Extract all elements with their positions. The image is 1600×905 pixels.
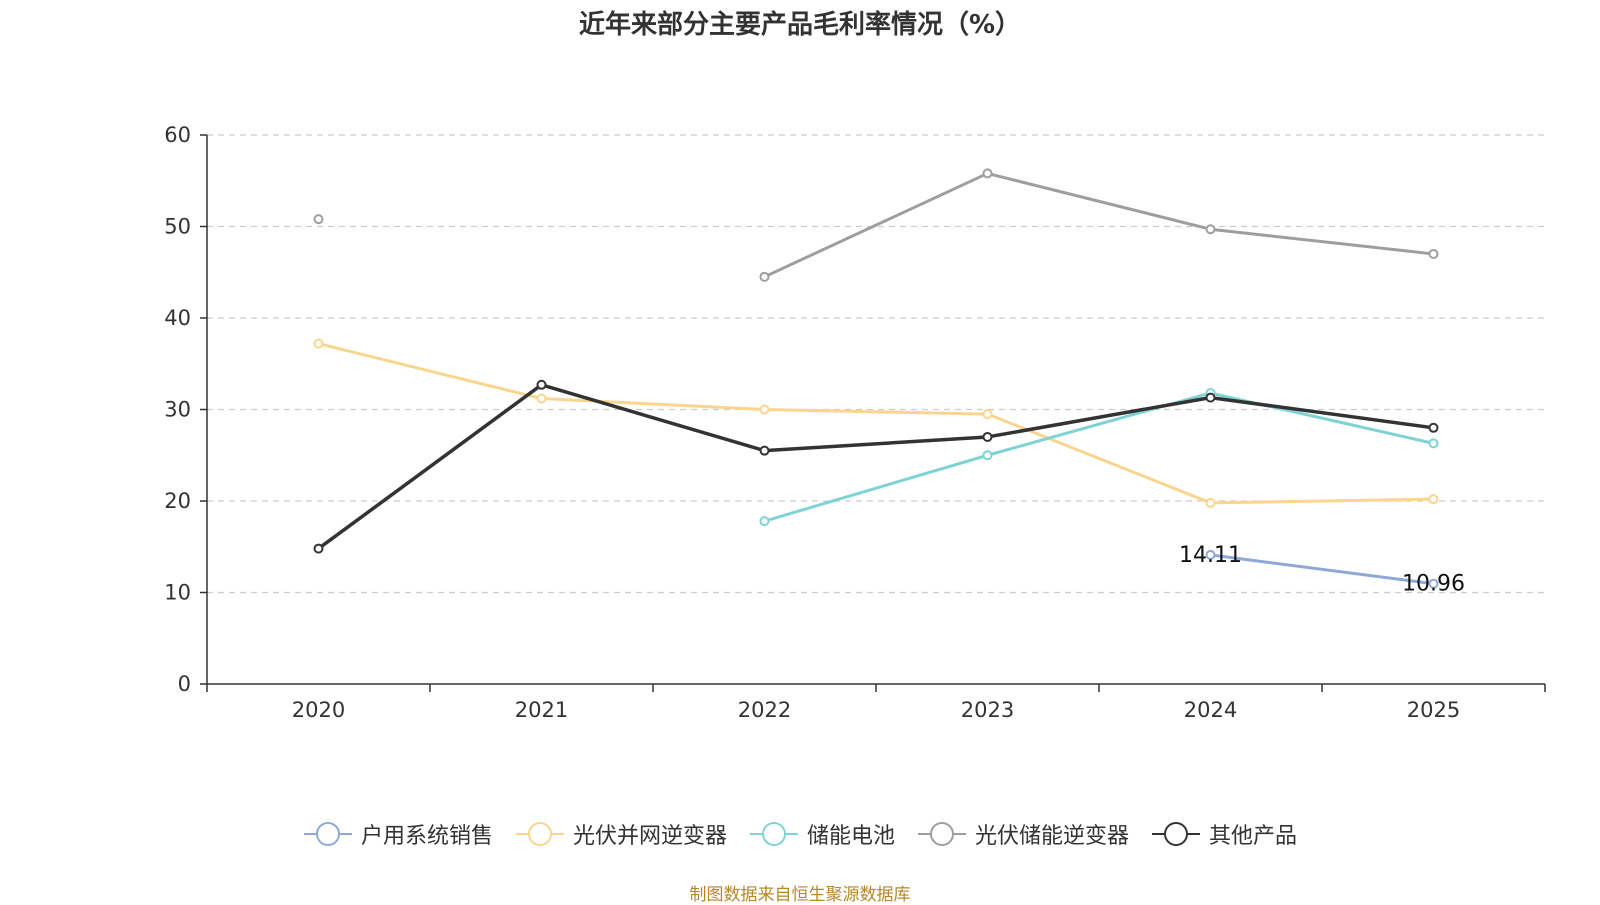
data-point <box>1205 549 1216 560</box>
y-tick-label: 40 <box>164 306 191 330</box>
data-point <box>759 516 770 527</box>
legend-label: 其他产品 <box>1209 824 1298 849</box>
legend-marker-icon <box>749 822 798 846</box>
data-point <box>1205 224 1216 235</box>
legend-marker-icon <box>918 822 966 846</box>
series-line-segment <box>316 383 544 551</box>
series-line-segment <box>985 395 1213 439</box>
data-point <box>982 409 993 420</box>
data-point <box>1428 438 1439 449</box>
y-tick-label: 60 <box>164 123 191 147</box>
legend-label: 光伏并网逆变器 <box>572 824 727 849</box>
series-line-segment <box>762 435 990 453</box>
data-point <box>1205 392 1216 403</box>
series-line-segment <box>1209 497 1435 505</box>
x-tick-label: 2022 <box>738 698 791 722</box>
data-labels: 14.11 10.96 <box>1179 543 1465 597</box>
data-point <box>759 271 770 282</box>
y-tick-label: 20 <box>164 489 191 513</box>
x-tick-label: 2024 <box>1184 698 1237 722</box>
legend-marker-icon <box>303 822 352 846</box>
series-line-segment <box>317 342 543 401</box>
series-line-segment <box>1209 553 1435 586</box>
data-point <box>1428 494 1439 505</box>
legend-item[interactable]: 储能电池 <box>749 818 895 850</box>
axes: 0 10 20 30 40 50 60 2020 2021 2022 2023 2024 2025 <box>164 123 1546 722</box>
series-line-segment <box>540 397 766 411</box>
series-光伏储能逆变器 <box>313 168 1439 282</box>
series-line-segment <box>986 171 1212 231</box>
x-tick-label: 2025 <box>1407 698 1460 722</box>
legend-circle <box>315 822 340 846</box>
data-point <box>982 168 993 179</box>
series-lines <box>313 168 1439 589</box>
data-point <box>313 338 324 349</box>
data-point <box>759 404 770 415</box>
series-户用系统销售 <box>1205 549 1439 589</box>
legend-label: 光伏储能逆变器 <box>975 824 1130 849</box>
legend-marker-icon <box>1152 822 1201 846</box>
data-point <box>982 450 993 461</box>
data-label: 10.96 <box>1402 572 1465 597</box>
data-point <box>1428 248 1439 259</box>
legend-label: 户用系统销售 <box>360 824 493 849</box>
series-line-segment <box>1209 227 1435 256</box>
legend-item[interactable]: 其他产品 <box>1151 818 1297 850</box>
data-point <box>982 431 993 442</box>
legend-item[interactable]: 光伏并网逆变器 <box>515 818 727 850</box>
series-line-segment <box>986 412 1212 505</box>
x-tick-label: 2020 <box>292 698 345 722</box>
legend-circle <box>1164 822 1189 846</box>
legend-item[interactable]: 光伏储能逆变器 <box>917 818 1129 850</box>
data-point <box>536 393 547 404</box>
grid-lines <box>207 134 1545 594</box>
data-point <box>536 379 547 390</box>
source-note: 制图数据来自恒生聚源数据库 <box>689 885 911 905</box>
series-line-segment <box>763 453 989 523</box>
chart-title: 近年来部分主要产品毛利率情况（%） <box>578 10 1022 40</box>
legend-circle <box>930 822 954 846</box>
y-tick-label: 50 <box>164 215 191 239</box>
series-其他产品 <box>313 379 1439 554</box>
data-point <box>313 543 324 554</box>
y-tick-label: 0 <box>178 672 191 696</box>
y-tick-label: 30 <box>164 398 191 422</box>
data-point <box>1428 422 1439 433</box>
data-point <box>1428 578 1439 589</box>
legend: 户用系统销售 光伏并网逆变器 储能电池 光伏储能逆变器 其他产品 <box>0 818 1600 850</box>
series-line-segment <box>763 171 989 279</box>
legend-marker-icon <box>515 822 564 846</box>
x-tick-label: 2023 <box>961 698 1014 722</box>
legend-label: 储能电池 <box>806 824 895 849</box>
data-point <box>1205 497 1216 508</box>
legend-circle <box>761 822 786 846</box>
series-line-segment <box>1208 395 1436 430</box>
legend-item[interactable]: 户用系统销售 <box>303 818 493 850</box>
data-point <box>313 214 324 225</box>
series-line-segment <box>539 383 767 453</box>
data-point <box>759 445 770 456</box>
legend-circle <box>527 822 552 846</box>
series-光伏并网逆变器 <box>313 338 1439 508</box>
x-tick-label: 2021 <box>515 698 568 722</box>
series-line-segment <box>763 408 989 416</box>
y-tick-label: 10 <box>164 581 191 605</box>
data-label: 14.11 <box>1179 543 1242 568</box>
